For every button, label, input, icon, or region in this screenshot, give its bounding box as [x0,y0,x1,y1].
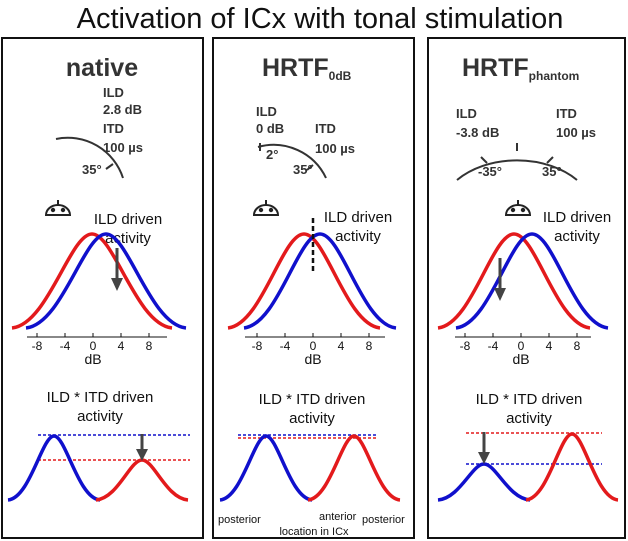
red-tuning-curve [11,232,173,330]
azimuth-arc [456,143,578,181]
db-axis [245,333,385,338]
panel-hrtf-0db: HRTF0dB ILD 0 dB ITD 100 µs 2° 35° ILD d… [212,37,415,539]
tick-label: 8 [146,339,153,353]
ild-label: ILD [256,104,277,119]
angle-left: -35° [478,164,502,179]
figure-title: Activation of ICx with tonal stimulation [77,3,564,35]
combined-shift-arrow [136,434,148,461]
panel-title-subscript: phantom [529,69,580,83]
panel-title-main: HRTF [462,54,529,82]
tick-label: -4 [280,339,291,353]
tick-label: 4 [118,339,125,353]
combined-label-line-1: ILD * ITD driven [476,391,583,408]
location-posterior-left: posterior [218,514,261,526]
location-caption: location in ICx [279,526,349,538]
db-axis [455,333,591,338]
tick-label: 8 [366,339,373,353]
tick-label: 0 [90,339,97,353]
angle-right: 35° [82,162,102,177]
itd-value: 100 µs [556,125,596,140]
tick-label: 8 [574,339,581,353]
activity-label-line-2: activity [335,228,381,245]
axis-label: dB [512,351,529,367]
blue-tuning-curve [25,232,187,330]
blue-ictx-peak [219,434,313,502]
head-icon [252,200,280,216]
tick-label: -8 [252,339,263,353]
red-tuning-curve [227,232,381,330]
combined-label-line-2: activity [289,410,335,427]
blue-tuning-curve [243,232,397,330]
tick-label: -8 [460,339,471,353]
location-anterior: anterior [319,511,357,523]
head-icon [504,200,532,216]
blue-ictx-peak [437,462,531,502]
db-axis [27,333,167,338]
tick-label: 0 [310,339,317,353]
red-tuning-curve [437,232,591,330]
tick-label: -4 [488,339,499,353]
ild-value: 2.8 dB [103,102,142,117]
combined-label-line-2: activity [506,410,552,427]
itd-value: 100 µs [315,141,355,156]
combined-label-line-1: ILD * ITD driven [47,389,154,406]
angle-right: 35° [293,162,313,177]
angle-right: 35° [542,164,562,179]
red-ictx-peak [95,458,189,502]
tick-label: -4 [60,339,71,353]
panel-native: native ILD 2.8 dB ITD 100 µs 35° ILD dri… [1,37,204,539]
ild-shift-arrow [111,248,123,291]
combined-label-line-2: activity [77,408,123,425]
panel-frame [212,37,415,539]
panel-title: HRTF0dB [262,54,352,83]
axis-label: dB [304,351,321,367]
activity-label-line-2: activity [554,228,600,245]
ild-label: ILD [103,85,124,100]
red-ictx-peak [307,434,401,502]
tick-label: 4 [546,339,553,353]
itd-value: 100 µs [103,140,143,155]
combined-label-line-1: ILD * ITD driven [259,391,366,408]
tick-label: 4 [338,339,345,353]
combined-shift-arrow [478,432,490,464]
blue-tuning-curve [455,232,609,330]
activity-label-line-1: ILD driven [94,211,162,228]
azimuth-arc [257,143,327,179]
panel-hrtf-phantom: HRTFphantom ILD -3.8 dB ITD 100 µs -35° … [427,37,626,539]
itd-label: ITD [556,106,577,121]
angle-left: 2° [266,147,278,162]
ild-value: -3.8 dB [456,125,499,140]
itd-label: ITD [315,121,336,136]
itd-label: ITD [103,121,124,136]
activity-label-line-1: ILD driven [324,209,392,226]
blue-ictx-peak [7,434,101,502]
ild-shift-arrow [494,258,506,301]
ild-value: 0 dB [256,121,284,136]
panel-title: native [66,54,138,82]
tick-label: -8 [32,339,43,353]
activity-label-line-2: activity [105,230,151,247]
azimuth-arc [55,136,124,179]
tick-label: 0 [518,339,525,353]
red-ictx-peak [525,432,619,502]
head-icon [44,200,72,216]
panel-title-subscript: 0dB [329,69,352,83]
panel-frame [427,37,626,539]
axis-label: dB [84,351,101,367]
panel-frame [1,37,204,539]
location-posterior-right: posterior [362,514,405,526]
panel-title: HRTFphantom [462,54,579,83]
ild-label: ILD [456,106,477,121]
activity-label-line-1: ILD driven [543,209,611,226]
panel-title-main: HRTF [262,54,329,82]
